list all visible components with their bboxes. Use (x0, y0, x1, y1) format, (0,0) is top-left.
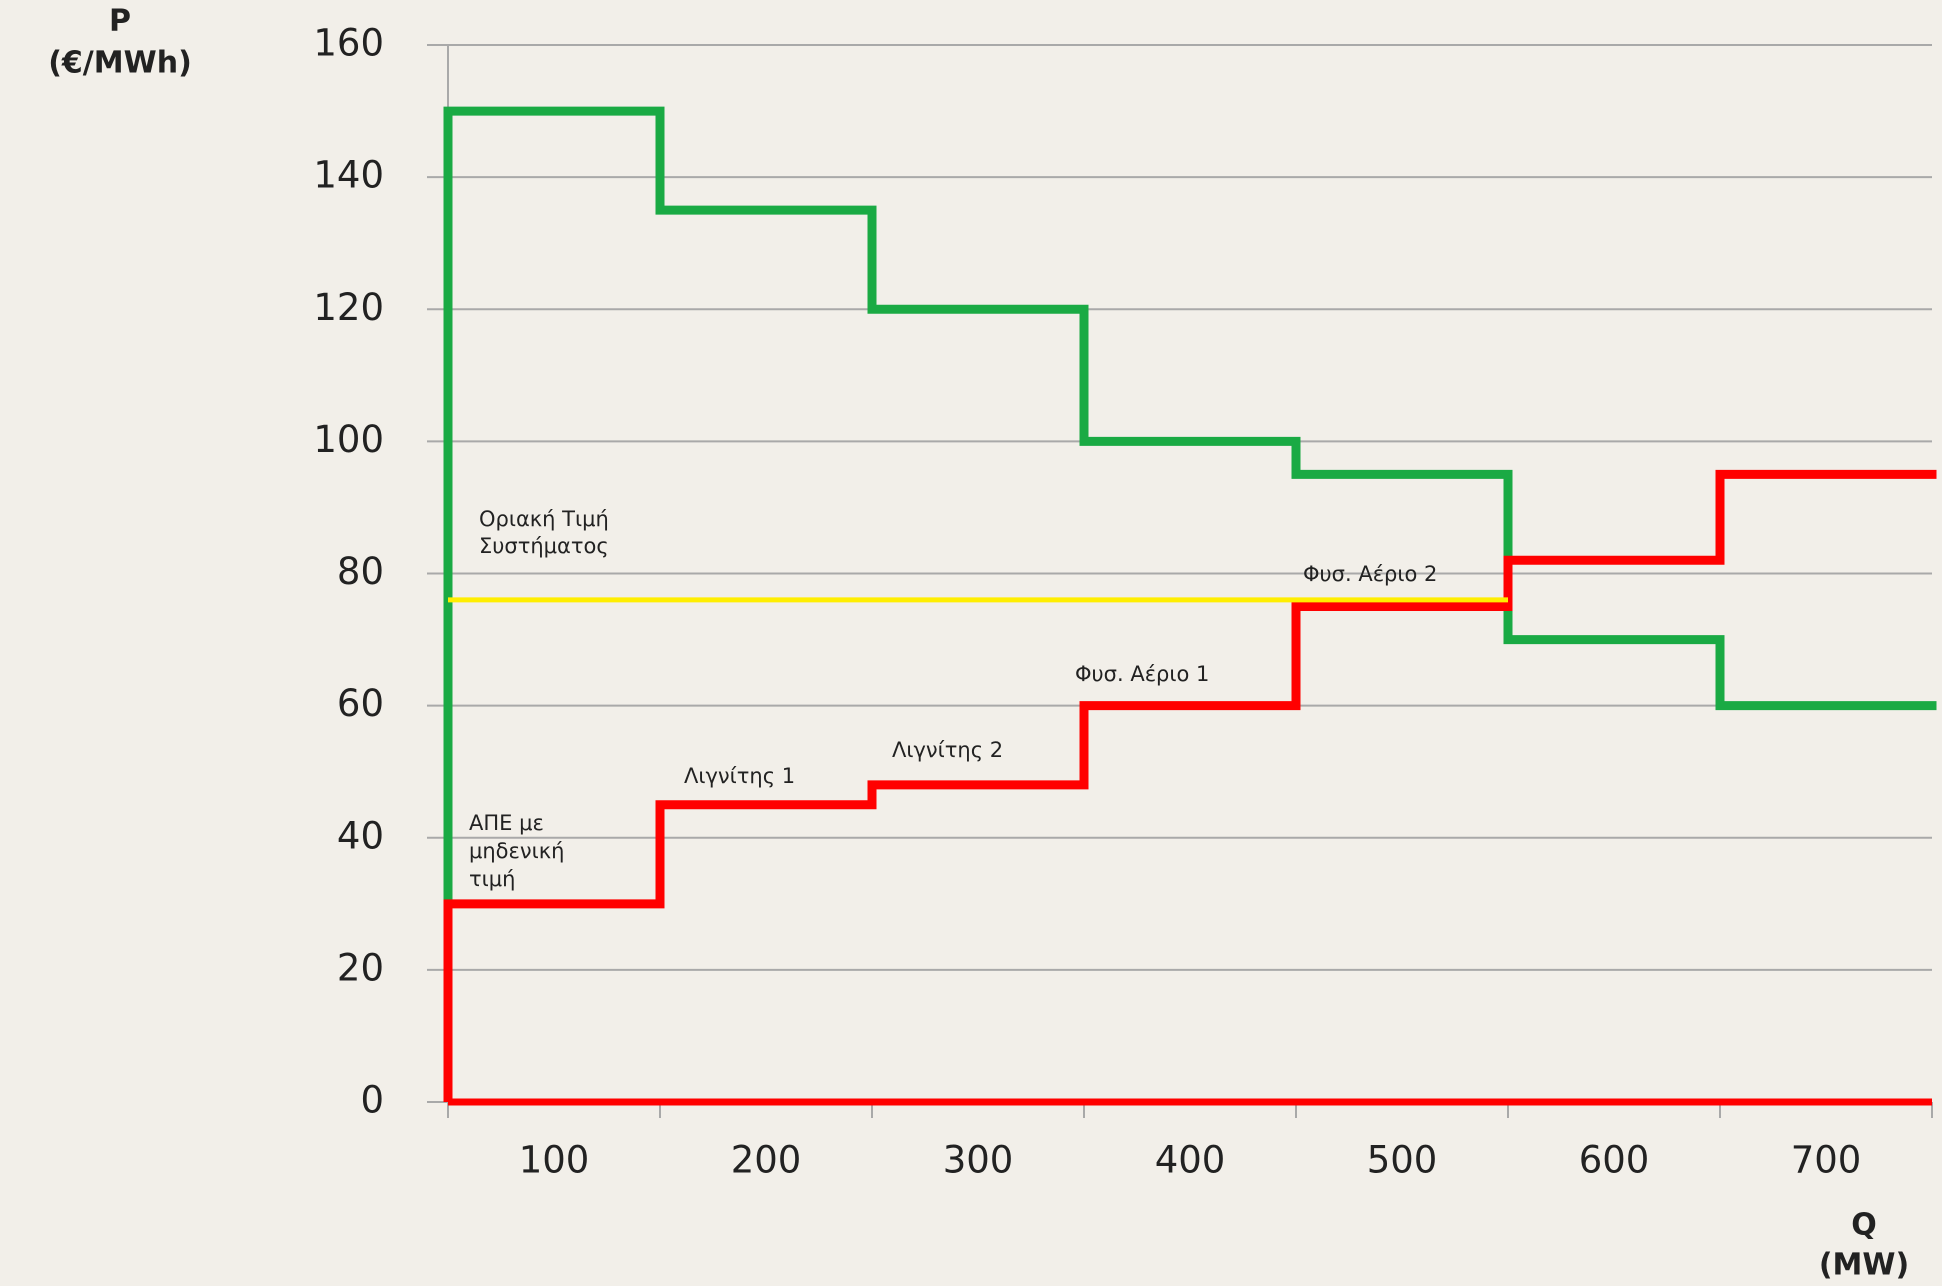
reference-label: Συστήματος (479, 534, 609, 558)
x-tick-label: 200 (731, 1139, 802, 1182)
annotation: τιμή (469, 867, 515, 891)
y-tick-label: 80 (337, 550, 384, 593)
y-tick-label: 120 (313, 286, 384, 329)
annotation: Λιγνίτης 1 (684, 764, 795, 788)
x-axis-title: (MW) (1819, 1248, 1909, 1283)
y-tick-label: 140 (313, 154, 384, 197)
y-tick-label: 100 (313, 418, 384, 461)
reference-label: Οριακή Τιμή (479, 507, 609, 531)
y-tick-label: 20 (337, 946, 384, 989)
x-tick-label: 600 (1579, 1139, 1650, 1182)
annotation: Φυσ. Αέριο 2 (1303, 562, 1437, 586)
y-axis-title: P (109, 4, 131, 39)
x-tick-label: 700 (1791, 1139, 1862, 1182)
x-axis-title: Q (1851, 1208, 1877, 1243)
y-tick-label: 0 (360, 1079, 384, 1122)
annotation: μηδενική (469, 839, 564, 863)
y-tick-label: 40 (337, 814, 384, 857)
annotation: Φυσ. Αέριο 1 (1075, 662, 1209, 686)
y-axis-title: (€/MWh) (48, 46, 192, 81)
x-tick-label: 300 (943, 1139, 1014, 1182)
x-tick-label: 100 (519, 1139, 590, 1182)
y-tick-label: 160 (313, 22, 384, 65)
annotation: Λιγνίτης 2 (892, 738, 1003, 762)
y-tick-label: 60 (337, 682, 384, 725)
x-tick-label: 500 (1367, 1139, 1438, 1182)
x-tick-label: 400 (1155, 1139, 1226, 1182)
annotation: ΑΠΕ με (469, 811, 544, 835)
